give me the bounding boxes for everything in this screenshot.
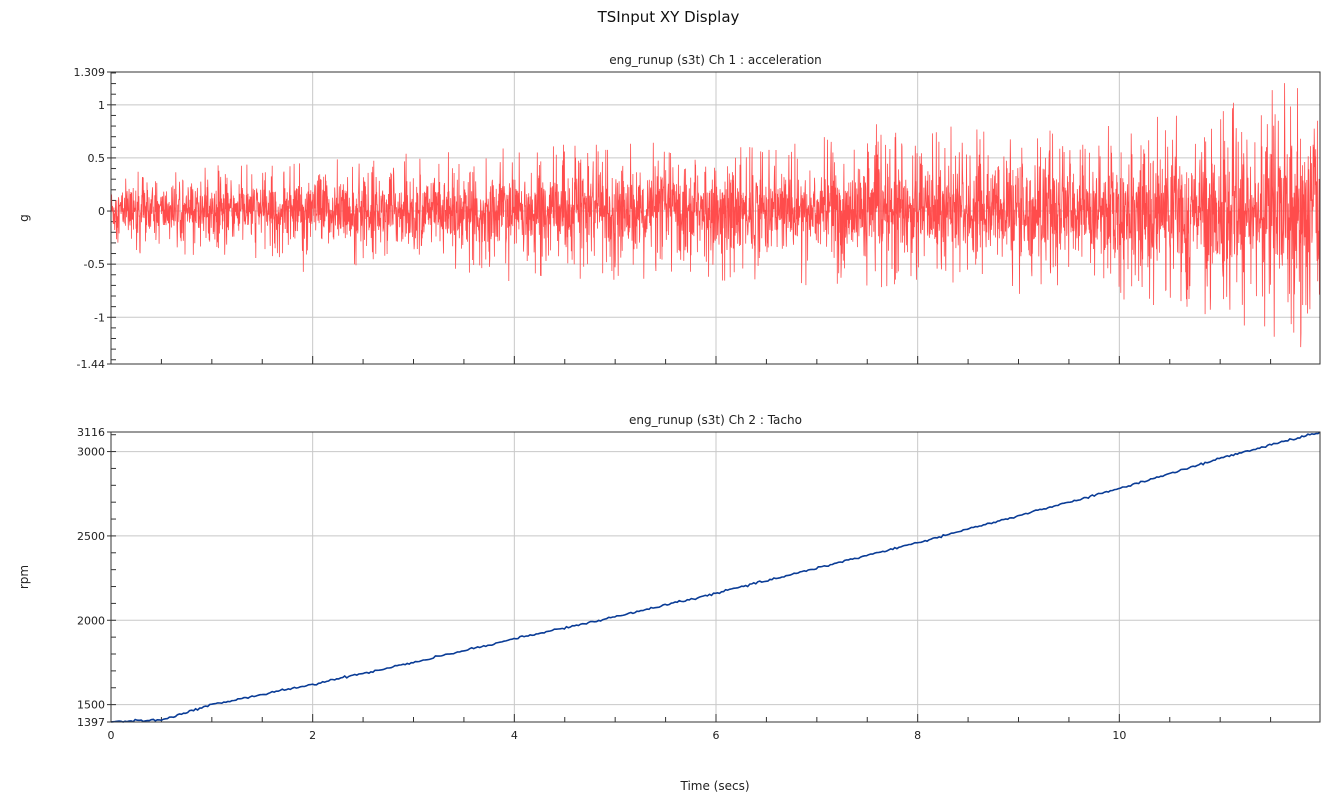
x-tick-label: 6 <box>713 729 720 742</box>
y-tick-label: 3116 <box>77 426 105 439</box>
y-tick-label: 2500 <box>77 530 105 543</box>
y-tick-label: 1.309 <box>74 66 106 79</box>
series-line-tacho <box>110 431 1321 723</box>
y-tick-label: -1 <box>94 311 105 324</box>
y-tick-label: -0.5 <box>84 258 105 271</box>
plot-frame <box>110 431 1321 723</box>
x-tick-label: 0 <box>108 729 115 742</box>
x-axis-label: Time (secs) <box>680 779 750 793</box>
plot-frame <box>110 71 1321 365</box>
panel-acceleration: eng_runup (s3t) Ch 1 : acceleration g -1.4… <box>17 53 1321 371</box>
x-tick-label: 4 <box>511 729 518 742</box>
y-axis-label: rpm <box>17 565 31 589</box>
y-tick-label: 2000 <box>77 614 105 627</box>
y-tick-label: -1.44 <box>77 358 105 371</box>
panel-title: eng_runup (s3t) Ch 2 : Tacho <box>629 413 802 427</box>
x-tick-label: 8 <box>914 729 921 742</box>
y-tick-label: 0.5 <box>88 152 106 165</box>
y-axis-label: g <box>17 214 31 222</box>
y-tick-label: 1397 <box>77 716 105 729</box>
y-tick-label: 1500 <box>77 699 105 712</box>
x-tick-label: 2 <box>309 729 316 742</box>
series-line-acceleration <box>110 83 1321 348</box>
y-tick-label: 1 <box>98 99 105 112</box>
y-tick-label: 0 <box>98 205 105 218</box>
y-tick-label: 3000 <box>77 446 105 459</box>
panel-title: eng_runup (s3t) Ch 1 : acceleration <box>609 53 822 67</box>
x-tick-label: 10 <box>1112 729 1126 742</box>
panel-tacho: eng_runup (s3t) Ch 2 : Tacho rpm 1397 1500 2… <box>17 413 1321 742</box>
main-title: TSInput XY Display <box>597 8 740 26</box>
